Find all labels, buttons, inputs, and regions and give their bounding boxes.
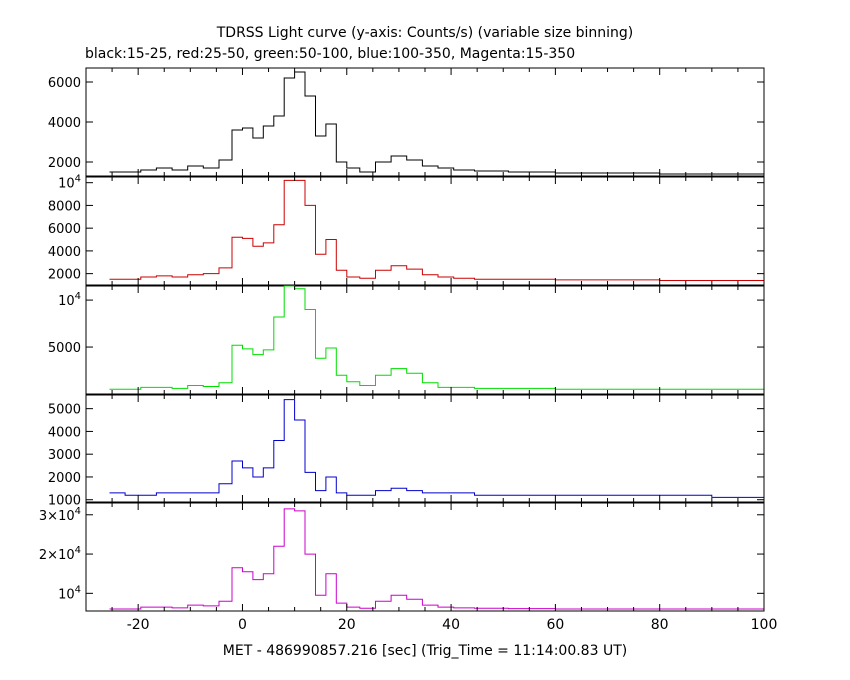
y-tick-label: 104 [58,584,81,602]
panel-frame [85,176,765,286]
y-tick-label: 1000 [48,494,81,509]
panel-frame [85,67,765,177]
y-tick-label: 5000 [48,341,81,356]
y-tick-label: 8000 [48,199,81,214]
series-line [109,399,764,498]
x-tick-label: -20 [127,617,150,633]
series-line [109,508,764,610]
chart-title: TDRSS Light curve (y-axis: Counts/s) (va… [216,25,634,41]
y-tick-label: 4000 [48,116,81,131]
panel-frame [85,394,765,503]
y-tick-label: 6000 [48,222,81,237]
y-tick-label: 3000 [48,448,81,463]
series-line [109,71,764,175]
y-tick-label: 4000 [48,245,81,260]
x-tick-label: 80 [651,617,669,633]
series-line [109,179,764,281]
y-tick-label: 2000 [48,268,81,283]
x-axis: -20 0 20 40 60 80 100 [85,68,778,633]
series-line [109,285,764,390]
x-tick-label: 60 [546,617,564,633]
panel-2: 2000 4000 6000 8000 104 [48,174,765,286]
panel-4: 1000 2000 3000 4000 5000 [48,394,765,509]
panel-frame [85,285,765,395]
y-tick-label: 4000 [48,425,81,440]
y-tick-label: 2×104 [39,545,81,563]
panels: 2000400060002000400060008000104500010410… [39,67,765,612]
y-tick-label: 104 [58,174,81,192]
x-tick-label: 100 [751,617,778,633]
y-tick-label: 6000 [48,76,81,91]
y-tick-label: 5000 [48,403,81,418]
y-tick-label: 3×104 [39,506,81,524]
chart-subtitle: black:15-25, red:25-50, green:50-100, bl… [85,46,575,62]
x-tick-label: 40 [442,617,460,633]
x-axis-label: MET - 486990857.216 [sec] (Trig_Time = 1… [223,643,627,659]
x-tick-label: 20 [338,617,356,633]
y-tick-label: 2000 [48,156,81,171]
panel-1: 2000 4000 6000 [48,67,765,177]
y-tick-label: 104 [58,291,81,309]
x-tick-label: 0 [238,617,247,633]
y-tick-label: 2000 [48,471,81,486]
panel-3: 5000 104 [48,285,765,395]
panel-frame [85,502,765,612]
panel-5: 104 2×104 3×104 [39,502,765,612]
